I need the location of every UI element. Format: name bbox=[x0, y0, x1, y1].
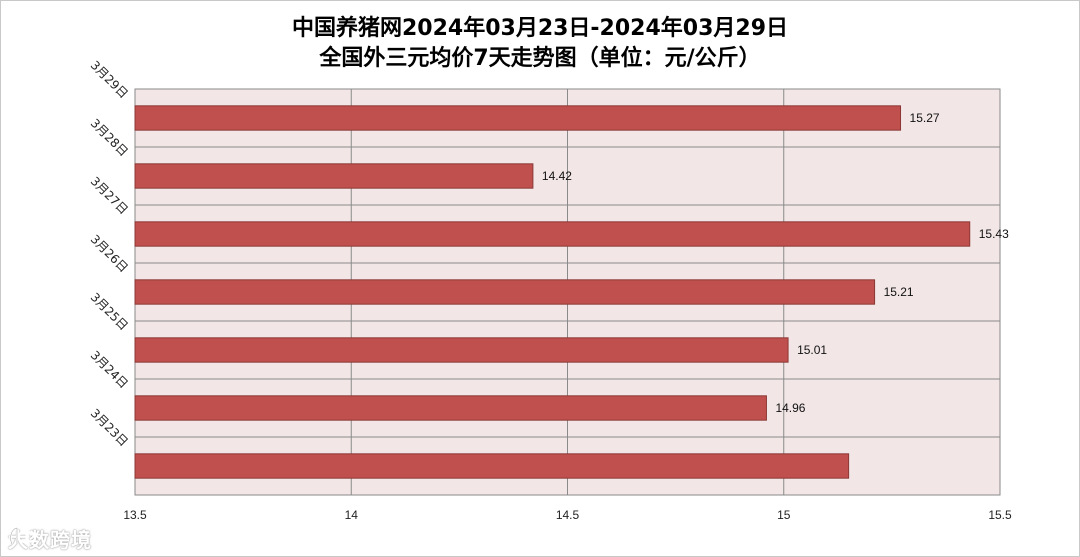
data-label-0: 15.27 bbox=[910, 111, 940, 125]
y-tick-label-5: 3月24日 bbox=[88, 348, 131, 391]
y-tick-label-2: 3月27日 bbox=[88, 174, 131, 217]
y-tick-label-1: 3月28日 bbox=[88, 116, 131, 159]
x-tick-label-4: 15.5 bbox=[988, 508, 1012, 522]
x-tick-label-2: 14.5 bbox=[556, 508, 580, 522]
y-tick-label-6: 3月23日 bbox=[88, 406, 131, 449]
chart-title-line-1: 中国养猪网2024年03月23日-2024年03月29日 bbox=[291, 16, 789, 41]
bar-5 bbox=[134, 395, 767, 421]
x-tick-label-0: 13.5 bbox=[123, 508, 147, 522]
x-axis-ticks: 13.5 14 14.5 15 15.5 bbox=[123, 508, 1012, 522]
horizontal-gridlines bbox=[135, 146, 1000, 438]
data-label-2: 15.43 bbox=[979, 227, 1009, 241]
chart-title-line-2: 全国外三元均价7天走势图（单位：元/公斤） bbox=[319, 46, 761, 71]
bar-4 bbox=[134, 337, 789, 363]
bar-1 bbox=[134, 163, 534, 189]
y-axis-ticks: 3月29日 3月28日 3月27日 3月26日 3月25日 3月24日 3月23日 bbox=[88, 58, 131, 449]
y-tick-label-3: 3月26日 bbox=[88, 232, 131, 275]
bar-2 bbox=[134, 221, 971, 247]
watermark-logo-icon bbox=[9, 526, 36, 545]
data-label-4: 15.01 bbox=[797, 343, 827, 357]
watermark: 大数跨境 bbox=[8, 524, 92, 553]
y-tick-label-4: 3月25日 bbox=[88, 290, 131, 333]
data-label-5: 14.96 bbox=[775, 401, 805, 415]
y-tick-label-0: 3月29日 bbox=[88, 58, 131, 101]
data-labels: 15.27 14.42 15.43 15.21 15.01 14.96 bbox=[542, 111, 1009, 415]
x-tick-label-3: 15 bbox=[777, 508, 791, 522]
x-tick-label-1: 14 bbox=[345, 508, 359, 522]
data-label-3: 15.21 bbox=[884, 285, 914, 299]
bars bbox=[134, 105, 971, 479]
bar-3 bbox=[134, 279, 876, 305]
bar-6 bbox=[134, 453, 850, 479]
bar-0 bbox=[134, 105, 902, 131]
chart-title: 中国养猪网2024年03月23日-2024年03月29日 全国外三元均价7天走势… bbox=[0, 14, 1080, 74]
data-label-1: 14.42 bbox=[542, 169, 572, 183]
